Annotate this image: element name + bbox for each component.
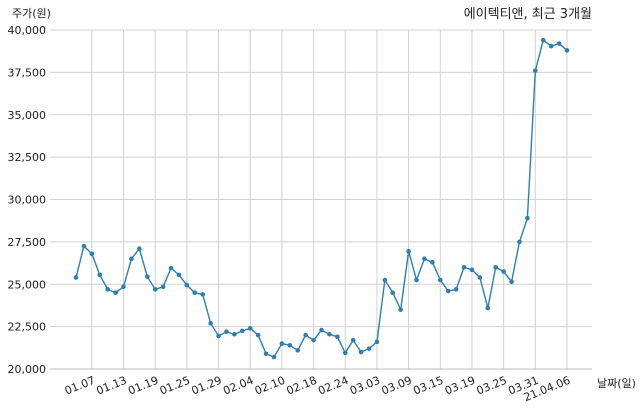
x-gridlines <box>91 30 568 369</box>
data-point <box>208 320 213 326</box>
data-point <box>422 256 427 262</box>
data-point <box>129 256 134 262</box>
data-point <box>374 339 380 345</box>
data-point <box>335 334 340 340</box>
y-axis-label: 주가(원) <box>12 7 51 20</box>
data-point <box>548 43 554 49</box>
data-point <box>89 251 95 257</box>
data-point <box>287 342 293 348</box>
y-tick-label: 22,500 <box>8 321 47 334</box>
data-point <box>176 272 182 278</box>
data-point <box>121 284 126 290</box>
data-point <box>295 348 301 353</box>
data-point <box>398 307 403 312</box>
data-point <box>224 329 229 335</box>
data-point <box>540 37 546 43</box>
data-point <box>342 350 348 356</box>
data-point <box>406 248 411 254</box>
data-point <box>137 246 142 251</box>
data-point <box>477 275 483 280</box>
data-point <box>390 290 396 296</box>
data-point <box>160 284 166 290</box>
data-point <box>105 287 110 292</box>
data-point <box>184 282 190 288</box>
data-point <box>192 290 198 296</box>
data-point <box>327 331 332 337</box>
data-point <box>200 292 206 297</box>
data-point <box>358 349 364 355</box>
x-axis-label: 날짜(일) <box>597 376 636 390</box>
data-point <box>81 243 87 249</box>
data-point <box>97 272 103 278</box>
data-point <box>414 277 419 283</box>
data-point <box>319 327 324 333</box>
data-point <box>509 279 514 285</box>
data-point <box>366 346 372 351</box>
data-point <box>271 354 277 360</box>
data-point <box>73 275 79 280</box>
data-point <box>556 41 562 46</box>
data-point <box>461 265 467 270</box>
data-point <box>232 331 237 337</box>
y-tick-labels: 20,000 22,500 25,000 27,500 30,000 32,500 35,0… <box>8 24 47 376</box>
data-point <box>247 326 253 331</box>
chart-title: 에이텍티앤, 최근 3개월 <box>464 7 592 22</box>
data-point <box>445 288 451 294</box>
y-tick-label: 27,500 <box>8 236 47 249</box>
data-point <box>216 333 221 339</box>
data-point <box>255 332 261 338</box>
data-point <box>501 269 506 274</box>
data-point <box>350 337 356 343</box>
data-point <box>311 337 316 343</box>
y-gridlines <box>50 29 592 370</box>
data-point <box>469 267 475 273</box>
price-series-points <box>73 37 570 360</box>
data-point <box>517 239 522 245</box>
y-tick-label: 37,500 <box>8 66 47 79</box>
data-point <box>485 305 491 311</box>
data-point <box>493 265 499 270</box>
y-tick-label: 20,000 <box>8 363 47 376</box>
y-tick-label: 35,000 <box>8 109 47 122</box>
data-point <box>168 265 174 271</box>
data-point <box>240 328 245 334</box>
y-tick-label: 40,000 <box>8 24 47 37</box>
data-point <box>263 351 269 357</box>
y-tick-label: 30,000 <box>8 194 47 207</box>
data-point <box>525 215 530 221</box>
y-tick-label: 25,000 <box>8 278 47 291</box>
data-point <box>279 341 285 346</box>
data-point <box>382 277 388 283</box>
data-point <box>453 287 459 292</box>
data-point <box>430 259 435 265</box>
data-point <box>152 287 158 292</box>
data-point <box>564 48 570 53</box>
data-point <box>437 277 443 283</box>
data-point <box>303 332 308 338</box>
data-point <box>113 290 118 296</box>
data-point <box>144 274 150 279</box>
data-point <box>533 68 538 73</box>
y-tick-label: 32,500 <box>8 151 47 164</box>
